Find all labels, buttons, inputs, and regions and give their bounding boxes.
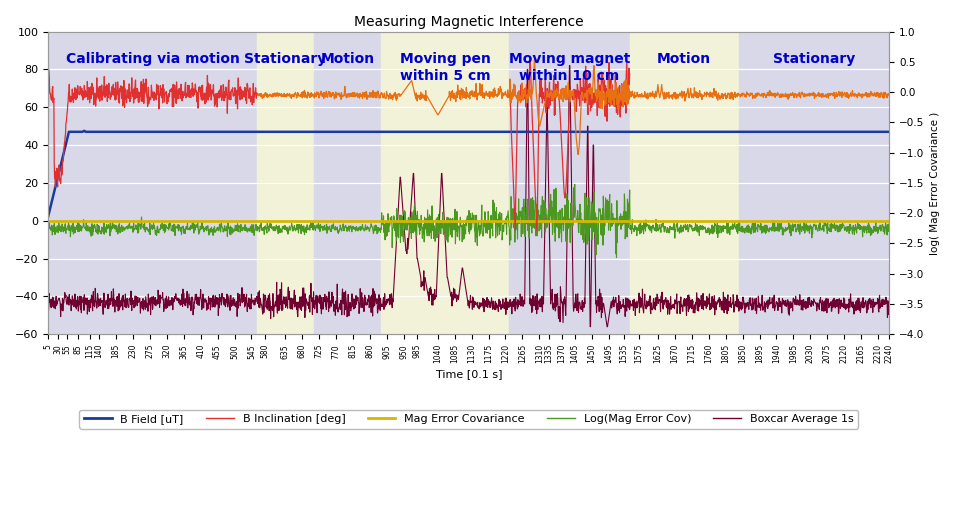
Bar — [257, 31, 313, 334]
Text: Stationary: Stationary — [244, 52, 327, 67]
Y-axis label: log( Mag Error Covariance ): log( Mag Error Covariance ) — [930, 111, 940, 255]
Bar — [381, 31, 509, 334]
Text: Stationary: Stationary — [773, 52, 856, 67]
Bar — [48, 31, 257, 334]
Text: Calibrating via motion: Calibrating via motion — [66, 52, 240, 67]
Text: Motion: Motion — [320, 52, 374, 67]
Bar — [739, 31, 889, 334]
Bar — [313, 31, 381, 334]
Legend: B Field [uT], B Inclination [deg], Mag Error Covariance, Log(Mag Error Cov), Box: B Field [uT], B Inclination [deg], Mag E… — [79, 410, 859, 429]
Text: Motion: Motion — [657, 52, 711, 67]
Text: Moving pen
within 5 cm: Moving pen within 5 cm — [400, 52, 491, 83]
Text: Moving magnet
within 10 cm: Moving magnet within 10 cm — [509, 52, 630, 83]
Bar — [629, 31, 739, 334]
Bar — [509, 31, 629, 334]
X-axis label: Time [0.1 s]: Time [0.1 s] — [435, 369, 502, 379]
Title: Measuring Magnetic Interference: Measuring Magnetic Interference — [354, 15, 584, 29]
